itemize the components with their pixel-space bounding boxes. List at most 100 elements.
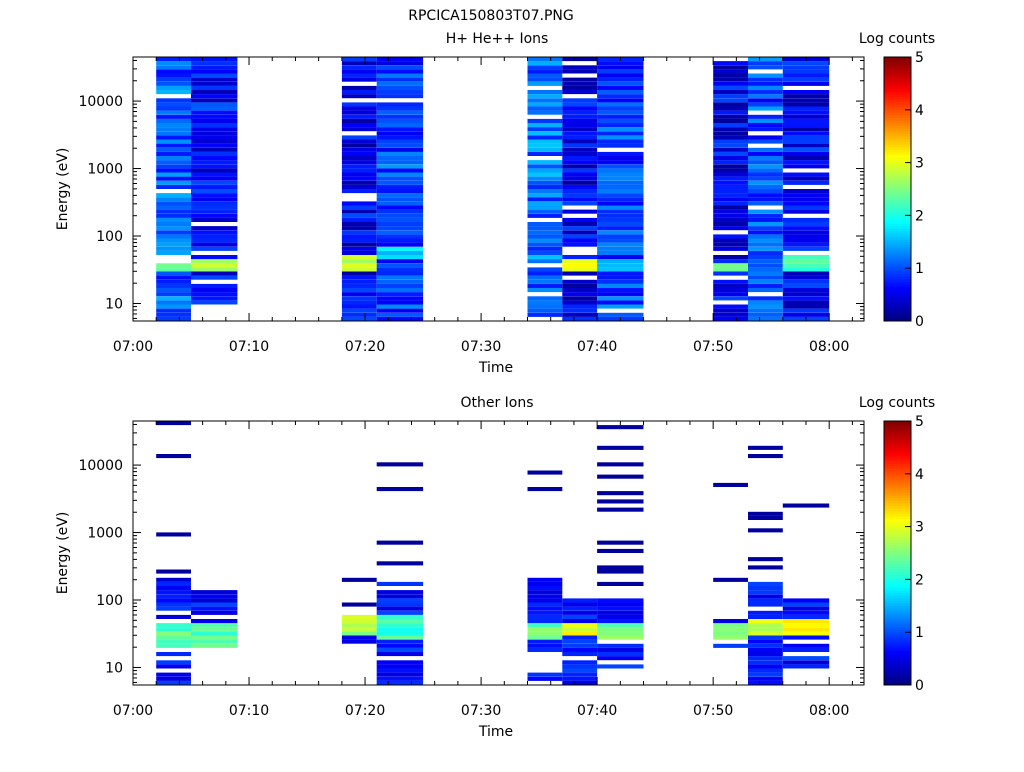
colorbar-segment: [884, 252, 911, 256]
spectrogram-cell: [156, 81, 191, 86]
spectrogram-cell: [156, 118, 191, 123]
spectrogram-cell: [782, 283, 830, 288]
colorbar-segment: [884, 505, 911, 509]
spectrogram-cell: [156, 454, 191, 459]
colorbar-segment: [884, 291, 911, 295]
spectrogram-cell: [527, 106, 563, 111]
colorbar-segment: [884, 484, 911, 488]
spectrogram-cell: [782, 619, 830, 624]
spectrogram-cell: [156, 127, 191, 132]
spectrogram-cell: [156, 676, 191, 681]
spectrogram-cell: [376, 77, 424, 82]
spectrogram-cell: [748, 652, 783, 657]
spectrogram-cell: [191, 623, 238, 628]
colorbar-segment: [884, 492, 911, 496]
spectrogram-cell: [748, 602, 783, 607]
colorbar-segment: [884, 629, 911, 633]
spectrogram-cell: [713, 143, 748, 148]
spectrogram-cell: [782, 279, 830, 284]
spectrogram-cell: [748, 98, 783, 103]
spectrogram-cell: [156, 209, 191, 214]
colorbar-segment: [884, 199, 911, 203]
spectrogram-cell: [191, 110, 238, 115]
spectrogram-cell: [191, 180, 238, 185]
colorbar-tick-label: 1: [915, 625, 924, 641]
spectrogram-cell: [597, 65, 644, 70]
spectrogram-cell: [597, 425, 644, 430]
spectrogram-cell: [597, 635, 644, 640]
colorbar-segment: [884, 315, 911, 319]
spectrogram-cells: [156, 421, 830, 685]
spectrogram-cell: [562, 102, 598, 107]
colorbar-segment: [884, 175, 911, 179]
x-tick-label: 07:20: [345, 339, 385, 355]
spectrogram-cell: [713, 213, 748, 218]
spectrogram-cell: [376, 561, 424, 566]
spectrogram-cell: [376, 143, 424, 148]
spectrogram-cell: [341, 226, 377, 231]
colorbar-segment: [884, 138, 911, 142]
colorbar-segment: [884, 278, 911, 282]
spectrogram-cell: [191, 255, 238, 260]
spectrogram-cell: [562, 316, 598, 321]
spectrogram-cell: [527, 131, 563, 136]
spectrogram-cell: [748, 234, 783, 239]
spectrogram-cell: [597, 77, 644, 82]
spectrogram-cell: [527, 94, 563, 99]
spectrogram-cell: [597, 102, 644, 107]
spectrogram-cell: [782, 151, 830, 156]
spectrogram-cell: [562, 259, 598, 264]
spectrogram-cell: [713, 283, 748, 288]
spectrogram-cell: [748, 619, 783, 624]
spectrogram-cell: [562, 131, 598, 136]
spectrogram-cell: [562, 139, 598, 144]
spectrogram-cell: [782, 201, 830, 206]
spectrogram-cell: [191, 98, 238, 103]
colorbar-segment: [884, 674, 911, 678]
spectrogram-cell: [191, 267, 238, 272]
spectrogram-cell: [597, 118, 644, 123]
spectrogram-cell: [597, 614, 644, 619]
colorbar-segment: [884, 104, 911, 108]
spectrogram-cell: [562, 114, 598, 119]
spectrogram-cell: [527, 77, 563, 82]
colorbar-tick-label: 0: [915, 678, 924, 694]
spectrogram-cell: [191, 114, 238, 119]
x-tick-label: 07:00: [113, 339, 153, 355]
spectrogram-cell: [597, 652, 644, 657]
spectrogram-cell: [156, 114, 191, 119]
spectrogram-cell: [156, 246, 191, 251]
spectrogram-cell: [713, 77, 748, 82]
colorbar-segment: [884, 59, 911, 63]
spectrogram-cell: [191, 90, 238, 95]
spectrogram-cell: [527, 168, 563, 173]
spectrogram-cell: [527, 312, 563, 317]
spectrogram-cell: [748, 647, 783, 652]
colorbar-segment: [884, 589, 911, 593]
spectrogram-cell: [191, 127, 238, 132]
spectrogram-cell: [562, 226, 598, 231]
spectrogram-cell: [748, 308, 783, 313]
spectrogram-cell: [527, 222, 563, 227]
spectrogram-cell: [376, 118, 424, 123]
spectrogram-cell: [341, 57, 377, 62]
spectrogram-cell: [748, 156, 783, 161]
spectrogram-cell: [713, 147, 748, 152]
spectrogram-cell: [191, 172, 238, 177]
spectrogram-cell: [191, 598, 238, 603]
spectrogram-cell: [191, 156, 238, 161]
spectrogram-cell: [156, 296, 191, 301]
spectrogram-cell: [191, 160, 238, 165]
spectrogram-cell: [527, 614, 563, 619]
spectrogram-cell: [156, 123, 191, 128]
colorbar-segment: [884, 661, 911, 665]
spectrogram-cell: [597, 234, 644, 239]
colorbar-segment: [884, 130, 911, 134]
spectrogram-cell: [713, 127, 748, 132]
spectrogram-cell: [562, 672, 598, 677]
spectrogram-cell: [527, 61, 563, 66]
spectrogram-cell: [748, 676, 783, 681]
spectrogram-cell: [597, 288, 644, 293]
spectrogram-cell: [782, 238, 830, 243]
spectrogram-cell: [782, 602, 830, 607]
